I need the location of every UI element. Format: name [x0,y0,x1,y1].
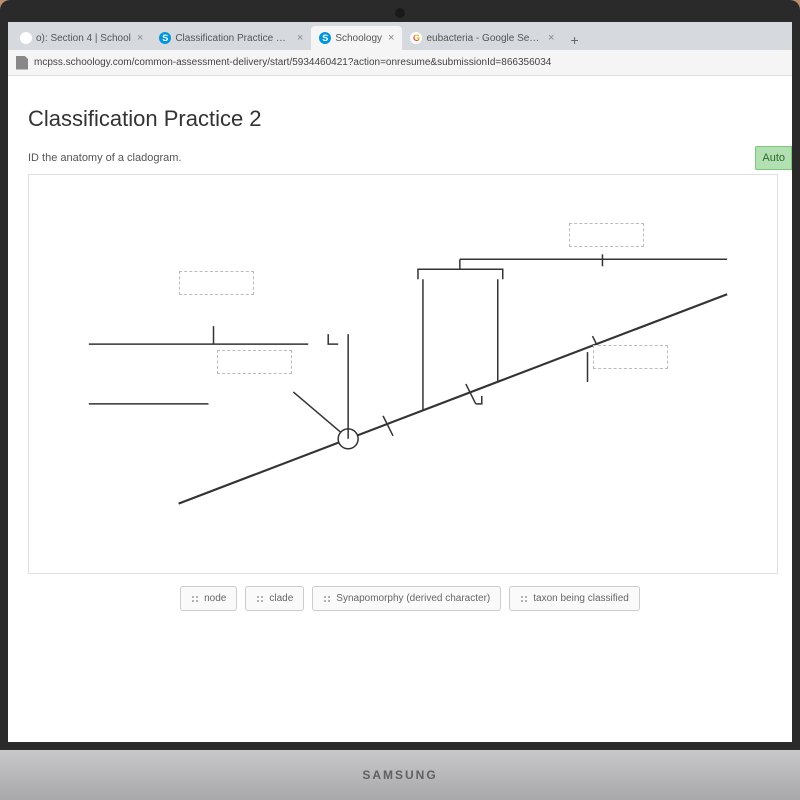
drag-handle-icon [191,595,199,603]
cladogram-svg [29,175,777,573]
close-icon[interactable]: × [548,32,554,44]
answer-chip[interactable]: node [180,586,237,611]
webcam [395,8,405,18]
answer-chip[interactable]: Synapomorphy (derived character) [312,586,501,611]
browser-tab[interactable]: S Schoology × [311,26,402,50]
drag-handle-icon [323,595,331,603]
tab-favicon: G [410,32,422,44]
answer-label: Synapomorphy (derived character) [336,593,490,604]
drop-zone[interactable] [217,350,292,374]
answer-chip[interactable]: taxon being classified [509,586,640,611]
drag-handle-icon [520,595,528,603]
address-bar[interactable]: mcpss.schoology.com/common-assessment-de… [8,50,792,76]
drop-zone[interactable] [179,271,254,295]
new-tab-button[interactable]: + [562,30,586,50]
drop-zone[interactable] [593,345,668,369]
browser-tab[interactable]: Geubacteria - Google Search × [402,26,562,50]
cladogram-diagram [28,174,778,574]
drag-handle-icon [256,595,264,603]
screen: o): Section 4 | School × S Classification P… [8,22,792,742]
tab-title: Schoology [335,33,382,44]
close-icon[interactable]: × [137,32,143,44]
tab-favicon: S [159,32,171,44]
instruction-text: ID the anatomy of a cladogram. [28,152,792,164]
answer-label: node [204,593,226,604]
close-icon[interactable]: × [388,32,394,44]
page-content: Classification Practice 2 Auto ID the an… [8,76,792,742]
browser-tab[interactable]: S Classification Practice 2 | Schoo × [151,26,311,50]
browser-tab-bar: o): Section 4 | School × S Classification P… [8,22,792,50]
answer-chip[interactable]: clade [245,586,304,611]
tab-title: Classification Practice 2 | Schoo [175,33,291,44]
tab-title: eubacteria - Google Search [426,33,542,44]
tab-title: o): Section 4 | School [36,33,131,44]
answer-label: clade [269,593,293,604]
browser-tab[interactable]: o): Section 4 | School × [12,26,151,50]
tab-favicon [20,32,32,44]
laptop-frame: o): Section 4 | School × S Classification P… [0,0,800,800]
site-icon [16,56,28,70]
close-icon[interactable]: × [297,32,303,44]
brand-label: SAMSUNG [362,768,437,782]
page-title: Classification Practice 2 [28,106,792,132]
answer-bank: node clade Synapomorphy (derived character… [28,574,792,611]
auto-badge: Auto [755,146,792,170]
answer-label: taxon being classified [533,593,629,604]
tab-favicon: S [319,32,331,44]
url-text: mcpss.schoology.com/common-assessment-de… [34,57,551,68]
laptop-base: SAMSUNG [0,750,800,800]
drop-zone[interactable] [569,223,644,247]
